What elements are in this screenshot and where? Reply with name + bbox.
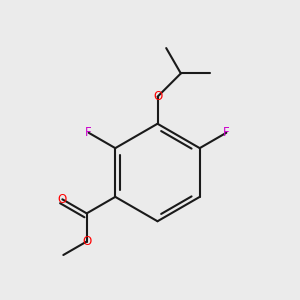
Text: F: F [223, 126, 230, 139]
Text: F: F [85, 126, 92, 139]
Text: O: O [153, 90, 162, 103]
Text: O: O [58, 193, 67, 206]
Text: O: O [82, 235, 91, 248]
